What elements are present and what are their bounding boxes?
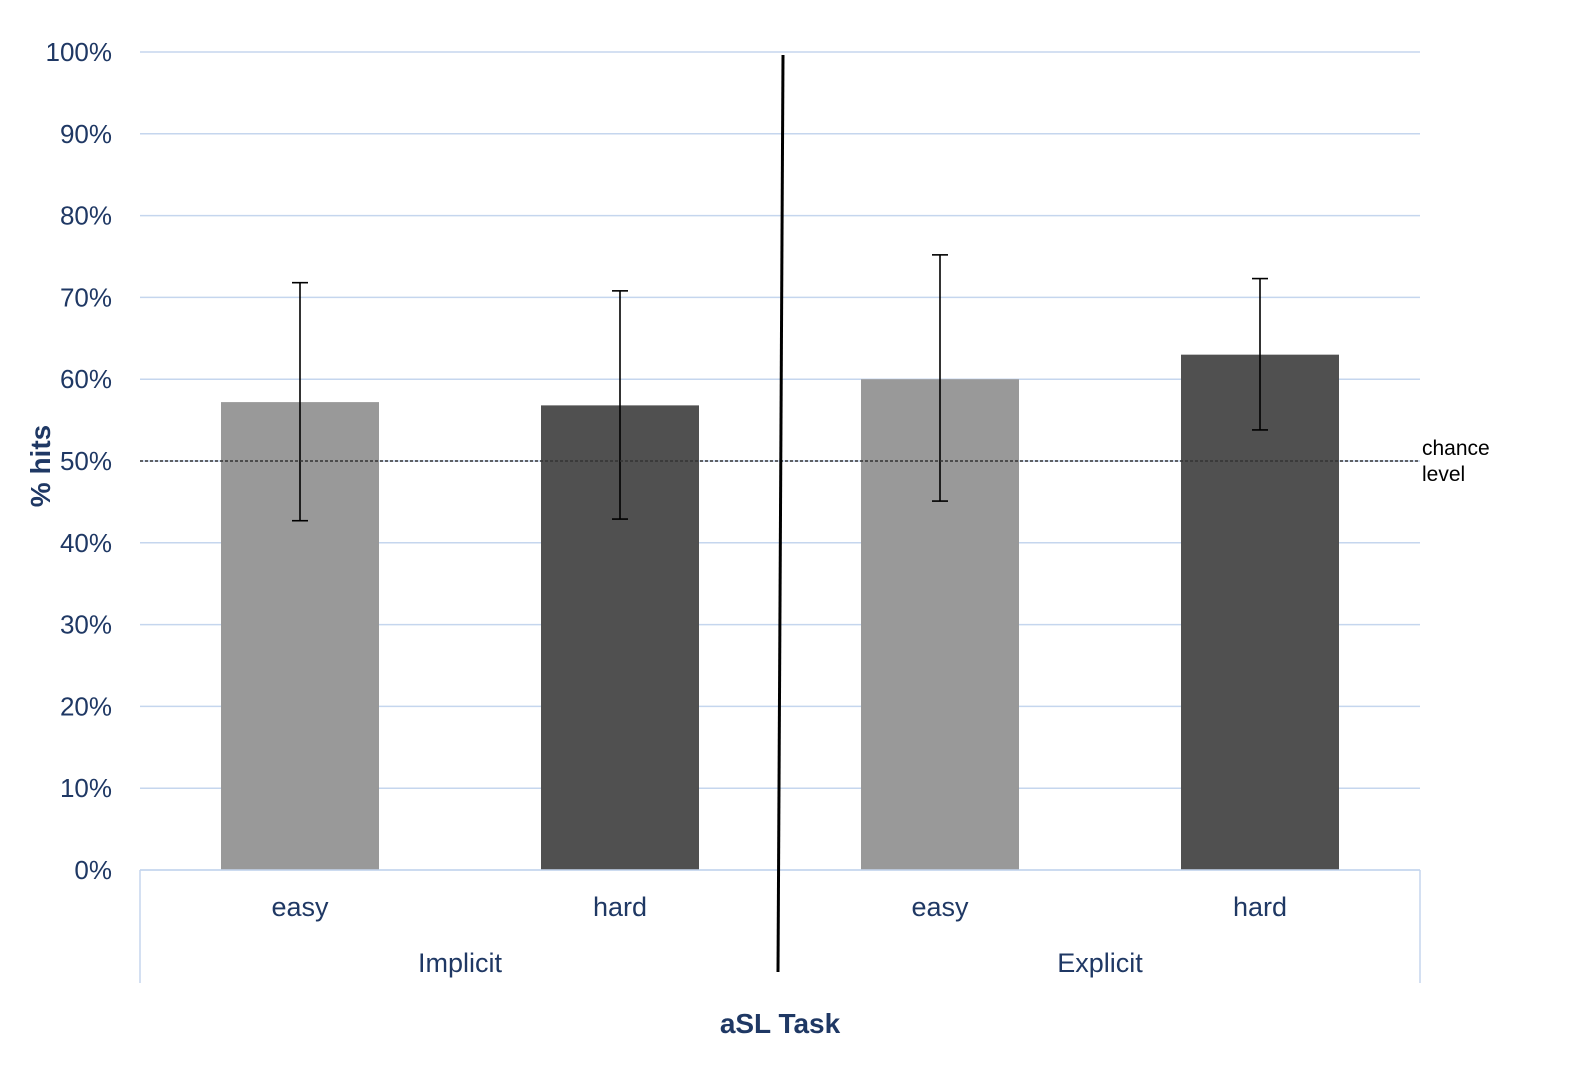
group-divider-line [776, 54, 785, 973]
y-axis-title: % hits [25, 425, 56, 507]
y-tick-label: 80% [60, 201, 112, 231]
chance-level-label-line: chance [1422, 437, 1490, 460]
y-tick-label: 20% [60, 691, 112, 721]
y-tick-label: 60% [60, 364, 112, 394]
y-tick-label: 10% [60, 773, 112, 803]
y-tick-label: 70% [60, 282, 112, 312]
x-group-label: Explicit [1057, 948, 1143, 978]
y-tick-label: 90% [60, 119, 112, 149]
chance-level-label-line: level [1422, 463, 1465, 486]
x-axis: easy hard easy hard Implicit Explicit [139, 54, 1421, 983]
y-tick-label: 50% [60, 446, 112, 476]
x-group-label: Implicit [418, 948, 503, 978]
y-tick-label: 30% [60, 610, 112, 640]
x-axis-title: aSL Task [720, 1008, 841, 1039]
chance-level-label: chance level [1422, 437, 1490, 486]
y-tick-label: 40% [60, 528, 112, 558]
bar-explicit-hard [1181, 354, 1339, 870]
x-category-label: easy [911, 892, 969, 922]
y-tick-label: 100% [46, 37, 113, 67]
x-category-label: hard [1233, 892, 1287, 922]
y-axis-tick-labels: 0% 10% 20% 30% 40% 50% 60% 70% 80% 90% 100% [46, 37, 113, 885]
y-tick-label: 0% [74, 855, 112, 885]
x-category-label: easy [271, 892, 329, 922]
x-category-label: hard [593, 892, 647, 922]
error-bars [292, 254, 1268, 522]
